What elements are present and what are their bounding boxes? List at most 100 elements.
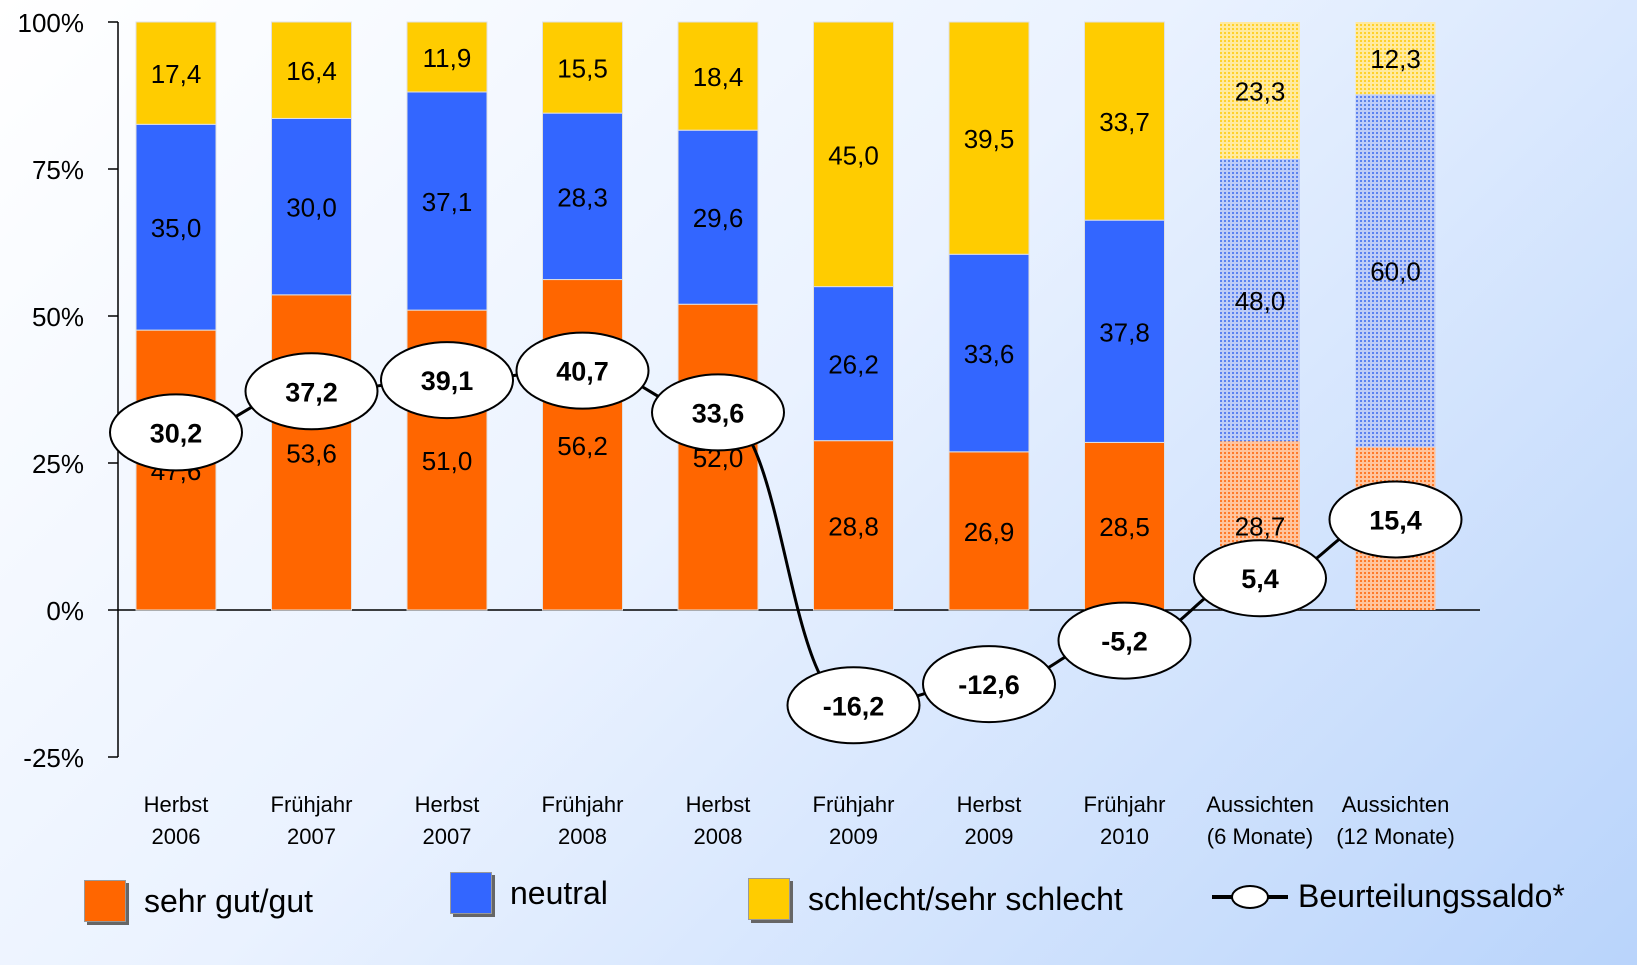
bar-value-label: 45,0 [828,140,879,170]
y-tick-label: 50% [32,302,84,332]
bar-segment [1220,159,1300,442]
x-tick-label: Frühjahr [271,792,353,817]
bar-segment [948,451,1030,611]
bar-value-label: 23,3 [1235,77,1286,107]
saldo-point [380,341,514,420]
bar-segment [1084,441,1165,611]
bar-segment [677,21,759,131]
bar-segment [542,21,623,114]
x-tick-label: 2009 [965,824,1014,849]
saldo-value-label: 39,1 [421,366,474,396]
bar-value-label: 33,6 [964,339,1015,369]
bar-value-label: 48,0 [1235,286,1286,316]
bar-segment [271,294,352,611]
bar-value-label: 28,3 [557,182,608,212]
bar-value-label: 53,6 [286,438,337,468]
y-tick-label: 25% [32,449,84,479]
bar-segment [1355,94,1436,448]
bar-segment [271,21,352,119]
x-tick-label: 2010 [1100,824,1149,849]
saldo-value-label: -5,2 [1101,627,1148,657]
bar-segment [1355,22,1436,95]
bar-segment [948,253,1030,453]
x-tick-label: Aussichten [1206,792,1314,817]
bar-value-label: 30,0 [286,193,337,223]
bar-segment [1220,22,1300,160]
bar-value-label: 33,7 [1099,107,1150,137]
bar-labels: 47,635,017,453,630,016,451,037,111,956,2… [151,43,1421,547]
x-tick-label: 2008 [558,824,607,849]
saldo-point [244,352,379,431]
x-tick-label: (6 Monate) [1207,824,1313,849]
bar-value-label: 51,0 [422,446,473,476]
bar-value-label: 11,9 [423,43,472,73]
bar-value-label: 26,2 [828,350,879,380]
bar-segment [1084,21,1165,221]
x-axis-labels: Herbst 2006 Frühjahr 2007 Herbst 2007 Frühjahr… [144,792,1455,849]
y-tick-label: 100% [18,8,85,38]
bar-value-label: 39,5 [964,124,1015,154]
saldo-point [786,666,921,745]
x-tick-label: 2009 [829,824,878,849]
bar-value-label: 18,4 [693,62,744,92]
x-tick-label: Frühjahr [1084,792,1166,817]
saldo-line: 30,2 37,2 39,1 40,7 33,6 -16,2 -12,6 -5,2 5,4 15,… [109,331,1463,745]
saldo-point [651,373,785,452]
bar-segment [677,303,759,611]
x-tick-label: (12 Monate) [1336,824,1455,849]
saldo-value-label: 33,6 [692,398,745,428]
bar-value-label: 60,0 [1370,257,1421,287]
bar-segment [948,21,1030,255]
bar-value-label: 12,3 [1370,44,1421,74]
saldo-line-path [175,369,1396,707]
bar-value-label: 26,9 [964,517,1015,547]
bar-value-label: 37,1 [422,187,473,217]
bar-segment [135,123,217,331]
bar-segment [406,21,488,93]
x-tick-label: 2006 [152,824,201,849]
y-tick-label: 0% [46,596,84,626]
bar-value-label: 15,5 [557,54,608,84]
x-tick-label: Herbst [415,792,480,817]
saldo-value-label: 37,2 [285,377,338,407]
saldo-value-label: 15,4 [1369,505,1422,535]
bar-segment [813,21,894,288]
bar-value-label: 37,8 [1099,317,1150,347]
x-tick-label: Herbst [144,792,209,817]
saldo-point [1328,480,1463,559]
saldo-value-label: 5,4 [1241,564,1279,594]
x-tick-label: Herbst [957,792,1022,817]
bar-value-label: 17,4 [151,59,202,89]
bar-segment [271,117,352,296]
saldo-point [922,645,1056,724]
y-tick-label: 75% [32,155,84,185]
bar-value-label: 28,8 [828,511,879,541]
bar-value-label: 29,6 [693,203,744,233]
bar-value-label: 56,2 [557,431,608,461]
x-tick-label: 2007 [423,824,472,849]
bar-value-label: 28,5 [1099,512,1150,542]
saldo-value-label: 30,2 [150,418,203,448]
x-tick-label: 2008 [694,824,743,849]
bar-segment [1084,219,1165,443]
bar-segment [542,112,623,281]
bar-value-label: 35,0 [151,213,202,243]
saldo-point [515,331,650,410]
bar-segment [135,21,217,125]
bar-value-label: 16,4 [286,56,337,86]
x-tick-label: Aussichten [1342,792,1450,817]
x-tick-label: 2007 [287,824,336,849]
bar-segment [677,129,759,305]
y-tick-label: -25% [23,743,84,773]
bar-value-label: 28,7 [1235,512,1286,542]
saldo-value-label: -12,6 [958,670,1020,700]
x-tick-label: Frühjahr [542,792,624,817]
x-tick-label: Herbst [686,792,751,817]
bar-segment [813,286,894,442]
saldo-point [1057,601,1192,680]
saldo-point [1193,539,1327,618]
saldo-value-label: 40,7 [556,357,609,387]
saldo-value-label: -16,2 [823,691,885,721]
x-tick-label: Frühjahr [813,792,895,817]
